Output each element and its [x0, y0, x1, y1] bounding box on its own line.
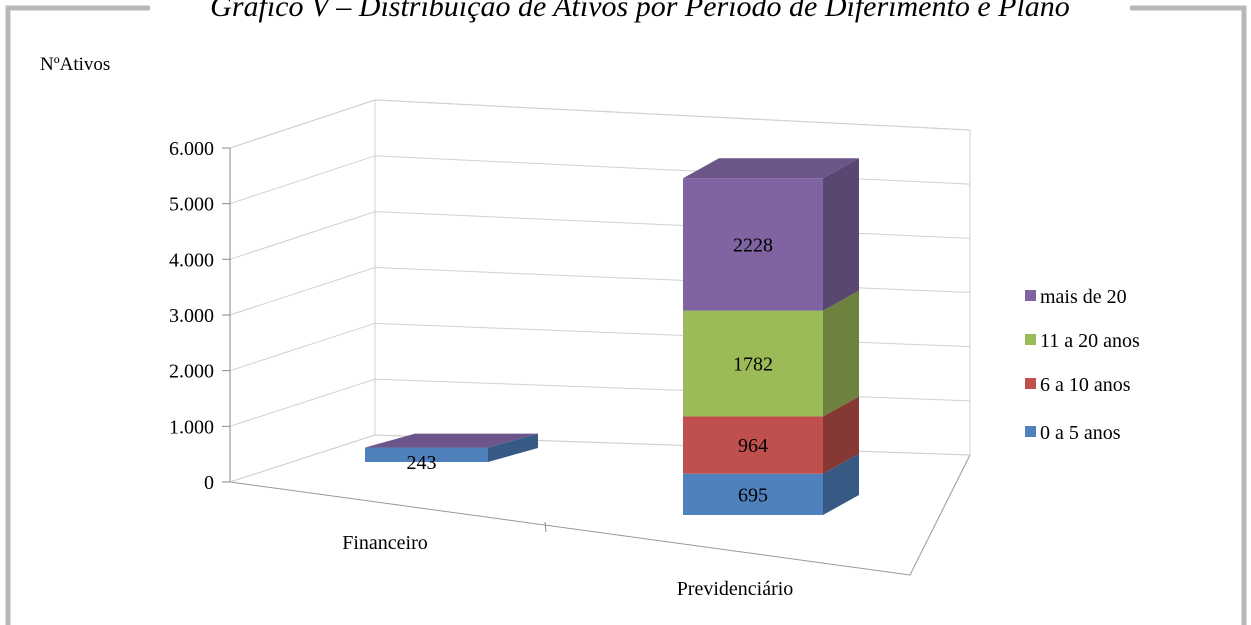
- legend-swatch: [1025, 290, 1036, 301]
- x-tick-label: Previdenciário: [677, 578, 794, 600]
- legend-label: 6 a 10 anos: [1040, 374, 1131, 396]
- x-tick: [544, 521, 547, 533]
- bar-side: [823, 396, 859, 474]
- bar-side: [488, 433, 538, 462]
- data-label: 1782: [733, 354, 773, 376]
- bar-segment: [365, 447, 488, 462]
- x-tick-label: Financeiro: [342, 532, 428, 554]
- legend-swatch: [1025, 426, 1036, 437]
- legend-label: mais de 20: [1040, 286, 1127, 308]
- y-tick-label: 4.000: [169, 249, 214, 271]
- data-label: 695: [738, 484, 768, 506]
- wall: [374, 99, 971, 456]
- bar-top: [683, 158, 859, 179]
- legend-swatch: [1025, 378, 1036, 389]
- y-tick-label: 6.000: [169, 138, 214, 160]
- title-bg: [150, 0, 1130, 30]
- y-tick-label: 0: [204, 472, 214, 494]
- data-label: 243: [407, 452, 437, 474]
- legend-label: 0 a 5 anos: [1040, 422, 1121, 444]
- bar-segment: [683, 416, 823, 474]
- bar-segment: [683, 310, 823, 417]
- bar-side: [823, 290, 859, 417]
- y-tick-label: 5.000: [169, 194, 214, 216]
- grid-line: [229, 99, 971, 149]
- bar-segment: [683, 178, 823, 311]
- bar-side: [823, 158, 859, 311]
- y-axis-label: NºAtivos: [40, 54, 110, 75]
- y-tick-label: 2.000: [169, 361, 214, 383]
- bar-top: [365, 433, 538, 448]
- legend-swatch: [1025, 334, 1036, 345]
- chart-title: Gráfico V – Distribuição de Ativos por P…: [210, 0, 1070, 23]
- data-label: 2228: [733, 234, 773, 256]
- legend-label: 11 a 20 anos: [1040, 330, 1140, 352]
- bar-segment: [683, 473, 823, 515]
- y-tick-label: 1.000: [169, 416, 214, 438]
- y-tick-label: 3.000: [169, 305, 214, 327]
- bar-side: [823, 453, 859, 515]
- floor: [229, 454, 971, 576]
- data-label: 964: [738, 435, 768, 457]
